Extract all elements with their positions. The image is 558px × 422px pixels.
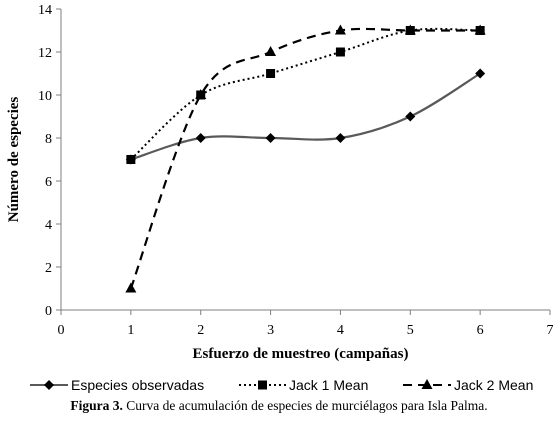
y-tick-label: 10	[38, 89, 52, 104]
figure-caption: Figura 3. Curva de acumulación de especi…	[0, 398, 558, 414]
data-point	[125, 282, 137, 293]
x-tick-label: 5	[407, 323, 414, 338]
caption-label: Figura 3.	[70, 398, 123, 413]
x-tick-label: 2	[197, 323, 204, 338]
legend-item: Jack 1 Mean	[239, 377, 368, 393]
series-line	[130, 72, 481, 161]
y-tick-label: 8	[45, 132, 52, 147]
x-tick-label: 4	[337, 323, 344, 338]
series-line	[129, 27, 481, 289]
y-tick-label: 12	[38, 46, 52, 61]
data-point	[195, 133, 206, 143]
caption-text: Curva de acumulación de especies de murc…	[126, 398, 488, 413]
x-tick-label: 6	[477, 323, 484, 338]
legend-item: Especies observadas	[30, 377, 204, 393]
y-tick-label: 4	[45, 218, 52, 233]
legend-label: Especies observadas	[71, 377, 204, 393]
x-tick-label: 7	[547, 323, 554, 338]
x-tick-label: 0	[58, 323, 65, 338]
legend-marker	[44, 380, 54, 390]
chart-series	[125, 24, 486, 293]
data-point	[126, 155, 136, 164]
legend-item: Jack 2 Mean	[403, 377, 533, 393]
data-point	[405, 26, 415, 35]
data-point	[265, 46, 277, 56]
legend-marker	[258, 380, 267, 390]
data-point	[475, 26, 485, 35]
x-tick-label: 1	[127, 323, 134, 338]
legend-label: Jack 1 Mean	[289, 377, 368, 393]
y-tick-label: 14	[38, 3, 52, 18]
legend-marker	[421, 379, 433, 389]
series-2	[125, 24, 486, 293]
data-point	[405, 111, 416, 122]
x-axis-title: Esfuerzo de muestreo (campañas)	[193, 346, 409, 362]
data-point	[334, 24, 346, 35]
series-0	[125, 68, 486, 165]
data-point	[266, 69, 276, 78]
y-tick-label: 6	[45, 175, 52, 190]
series-line	[130, 27, 481, 161]
data-point	[335, 47, 345, 57]
data-point	[196, 90, 206, 100]
legend-label: Jack 2 Mean	[454, 377, 533, 393]
data-point	[335, 133, 346, 143]
y-tick-label: 0	[45, 304, 52, 319]
legend: Especies observadas Jack 1 Mean Jack 2 Mea…	[30, 377, 533, 393]
data-point	[475, 68, 486, 79]
data-point	[265, 133, 276, 143]
y-axis-title: Número de especies	[6, 97, 22, 223]
series-1	[126, 26, 485, 164]
x-tick-label: 3	[267, 323, 274, 338]
y-tick-label: 2	[45, 261, 52, 276]
